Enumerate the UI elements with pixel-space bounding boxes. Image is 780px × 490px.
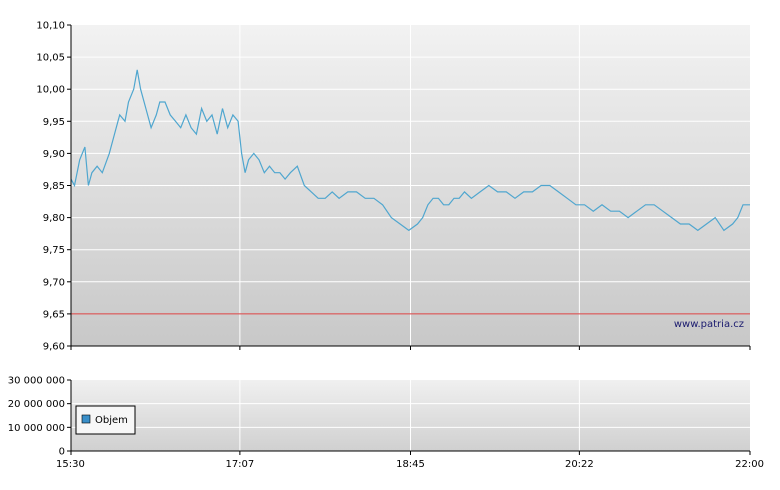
price-x-axis-ticks: [70, 346, 751, 350]
volume-y-tick-label: 20 000 000: [8, 399, 65, 410]
volume-legend: Objem: [75, 405, 136, 435]
price-y-tick-label: 10,05: [36, 53, 65, 64]
volume-y-tick-label: 0: [59, 447, 65, 458]
volume-x-tick-label: 15:30: [56, 459, 85, 470]
volume-x-tick-label: 17:07: [225, 459, 254, 470]
watermark: www.patria.cz: [674, 319, 744, 330]
price-y-tick-label: 9,85: [43, 181, 65, 192]
legend-label-objem: Objem: [95, 415, 128, 426]
price-y-tick-label: 9,95: [43, 117, 65, 128]
volume-x-tick-label: 20:22: [565, 459, 594, 470]
price-y-axis: 10,10 10,05 10,00 9,95 9,90 9,85 9,80 9,75 9,70 9…: [36, 21, 750, 353]
price-y-tick-label: 9,90: [43, 149, 65, 160]
price-y-tick-label: 9,80: [43, 213, 65, 224]
price-series-line: [70, 69, 750, 232]
price-y-tick-label: 9,60: [43, 342, 65, 353]
price-y-tick-label: 9,70: [43, 277, 65, 288]
price-panel: 10,10 10,05 10,00 9,95 9,90 9,85 9,80 9,75 9,70 9…: [36, 21, 751, 353]
price-y-tick-label: 10,10: [36, 21, 65, 32]
volume-y-tick-label: 10 000 000: [8, 423, 65, 434]
price-y-tick-label: 10,00: [36, 85, 65, 96]
price-y-tick-label: 9,75: [43, 245, 65, 256]
price-y-tick-label: 9,65: [43, 309, 65, 320]
volume-x-axis: 15:30 17:07 18:45 20:22 22:00: [56, 451, 764, 470]
volume-y-tick-label: 30 000 000: [8, 376, 65, 387]
volume-x-tick-label: 22:00: [735, 459, 764, 470]
volume-grid: [71, 380, 750, 451]
volume-x-tick-label: 18:45: [396, 459, 425, 470]
legend-swatch-objem: [81, 414, 91, 424]
volume-panel: 30 000 000 20 000 000 10 000 000 0 15:30 17:…: [8, 376, 764, 471]
